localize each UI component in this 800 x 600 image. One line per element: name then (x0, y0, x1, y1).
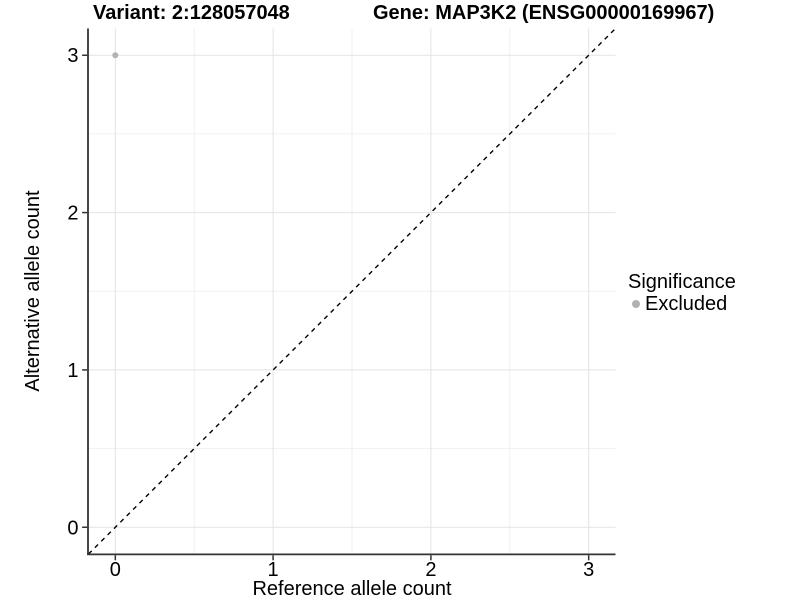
gene-title: Gene: MAP3K2 (ENSG00000169967) (373, 2, 715, 24)
data-point (112, 52, 119, 59)
x-tick-label: 1 (268, 559, 279, 581)
identity-line (88, 28, 616, 555)
x-tick-label: 0 (110, 559, 121, 581)
x-axis-title: Reference allele count (252, 578, 452, 600)
legend-point-icon (632, 300, 640, 308)
legend: Significance Excluded (628, 271, 736, 315)
y-tick-label: 1 (67, 360, 78, 382)
y-axis-title: Alternative allele count (22, 190, 44, 392)
x-tick-label: 2 (425, 559, 436, 581)
y-tick-label: 2 (67, 203, 78, 225)
y-tick-label: 3 (67, 45, 78, 67)
legend-item-label: Excluded (645, 293, 728, 315)
x-tick-label: 3 (583, 559, 594, 581)
legend-title: Significance (628, 271, 736, 293)
y-tick-label: 0 (67, 517, 78, 539)
variant-title: Variant: 2:128057048 (93, 2, 290, 24)
legend-item-excluded: Excluded (628, 293, 736, 315)
